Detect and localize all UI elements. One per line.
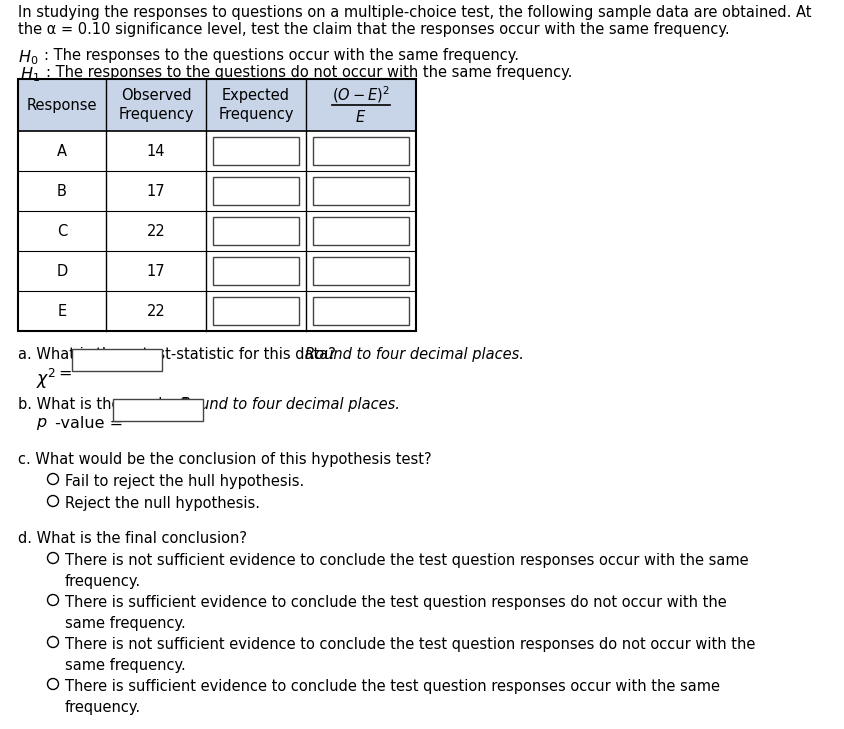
Text: In studying the responses to questions on a multiple-choice test, the following : In studying the responses to questions o… [18, 5, 811, 20]
Text: =: = [58, 366, 72, 381]
Text: 14: 14 [147, 144, 165, 158]
Bar [213, 297, 299, 325]
Text: Expected
Frequency: Expected Frequency [219, 88, 294, 122]
Bar [313, 177, 409, 205]
Text: Reject the null hypothesis.: Reject the null hypothesis. [65, 496, 260, 511]
Bar [113, 399, 203, 421]
Text: : The responses to the questions do not occur with the same frequency.: : The responses to the questions do not … [46, 65, 572, 80]
Text: $E$: $E$ [355, 109, 366, 125]
Bar [213, 217, 299, 245]
Text: Round to four decimal places.: Round to four decimal places. [305, 347, 524, 362]
Text: 17: 17 [147, 263, 165, 278]
Text: $\chi^2$: $\chi^2$ [121, 347, 138, 369]
Text: D: D [57, 263, 68, 278]
Text: Round to four decimal places.: Round to four decimal places. [181, 397, 400, 412]
Text: $(O - E)^2$: $(O - E)^2$ [333, 85, 390, 106]
Bar [18, 79, 416, 131]
Bar [213, 177, 299, 205]
Circle shape [47, 474, 58, 485]
Text: There is not sufficient evidence to conclude the test question responses occur w: There is not sufficient evidence to conc… [65, 553, 749, 589]
Text: : The responses to the questions occur with the same frequency.: : The responses to the questions occur w… [44, 48, 519, 63]
Text: E: E [57, 303, 67, 319]
Text: $p$: $p$ [36, 416, 47, 432]
Text: $\chi^2$: $\chi^2$ [36, 367, 57, 391]
Bar [213, 137, 299, 165]
Bar [18, 211, 416, 251]
Bar [313, 257, 409, 285]
Text: $H_0$: $H_0$ [18, 48, 38, 66]
Text: b. What is the: b. What is the [18, 397, 125, 412]
Circle shape [47, 636, 58, 647]
Text: the α = 0.10 significance level, test the claim that the responses occur with th: the α = 0.10 significance level, test th… [18, 22, 729, 37]
Text: B: B [57, 184, 67, 198]
Bar [213, 257, 299, 285]
Text: There is not sufficient evidence to conclude the test question responses do not : There is not sufficient evidence to conc… [65, 637, 755, 673]
Text: 22: 22 [147, 224, 165, 238]
Bar [18, 79, 416, 331]
Text: 17: 17 [147, 184, 165, 198]
Bar [18, 251, 416, 291]
Text: -value?: -value? [131, 397, 193, 412]
Bar [18, 131, 416, 171]
Text: p: p [121, 397, 130, 412]
Bar [18, 291, 416, 331]
Bar [18, 171, 416, 211]
Circle shape [47, 679, 58, 690]
Text: -value =: -value = [50, 416, 123, 431]
Text: There is sufficient evidence to conclude the test question responses do not occu: There is sufficient evidence to conclude… [65, 595, 727, 631]
Text: Fail to reject the hull hypothesis.: Fail to reject the hull hypothesis. [65, 474, 304, 489]
Text: C: C [57, 224, 68, 238]
Text: There is sufficient evidence to conclude the test question responses occur with : There is sufficient evidence to conclude… [65, 679, 720, 715]
Text: 22: 22 [147, 303, 165, 319]
Bar [313, 137, 409, 165]
Bar [313, 297, 409, 325]
Text: A: A [57, 144, 67, 158]
Circle shape [47, 496, 58, 507]
Bar [313, 217, 409, 245]
Text: d. What is the final conclusion?: d. What is the final conclusion? [18, 531, 247, 546]
Circle shape [47, 553, 58, 564]
Text: Observed
Frequency: Observed Frequency [118, 88, 194, 122]
Bar [72, 349, 162, 371]
Circle shape [47, 595, 58, 606]
Text: $H_1$: $H_1$ [20, 65, 40, 84]
Text: a. What is the: a. What is the [18, 347, 125, 362]
Text: Response: Response [27, 98, 97, 112]
Text: test-statistic for this data?: test-statistic for this data? [138, 347, 340, 362]
Text: c. What would be the conclusion of this hypothesis test?: c. What would be the conclusion of this … [18, 452, 431, 467]
